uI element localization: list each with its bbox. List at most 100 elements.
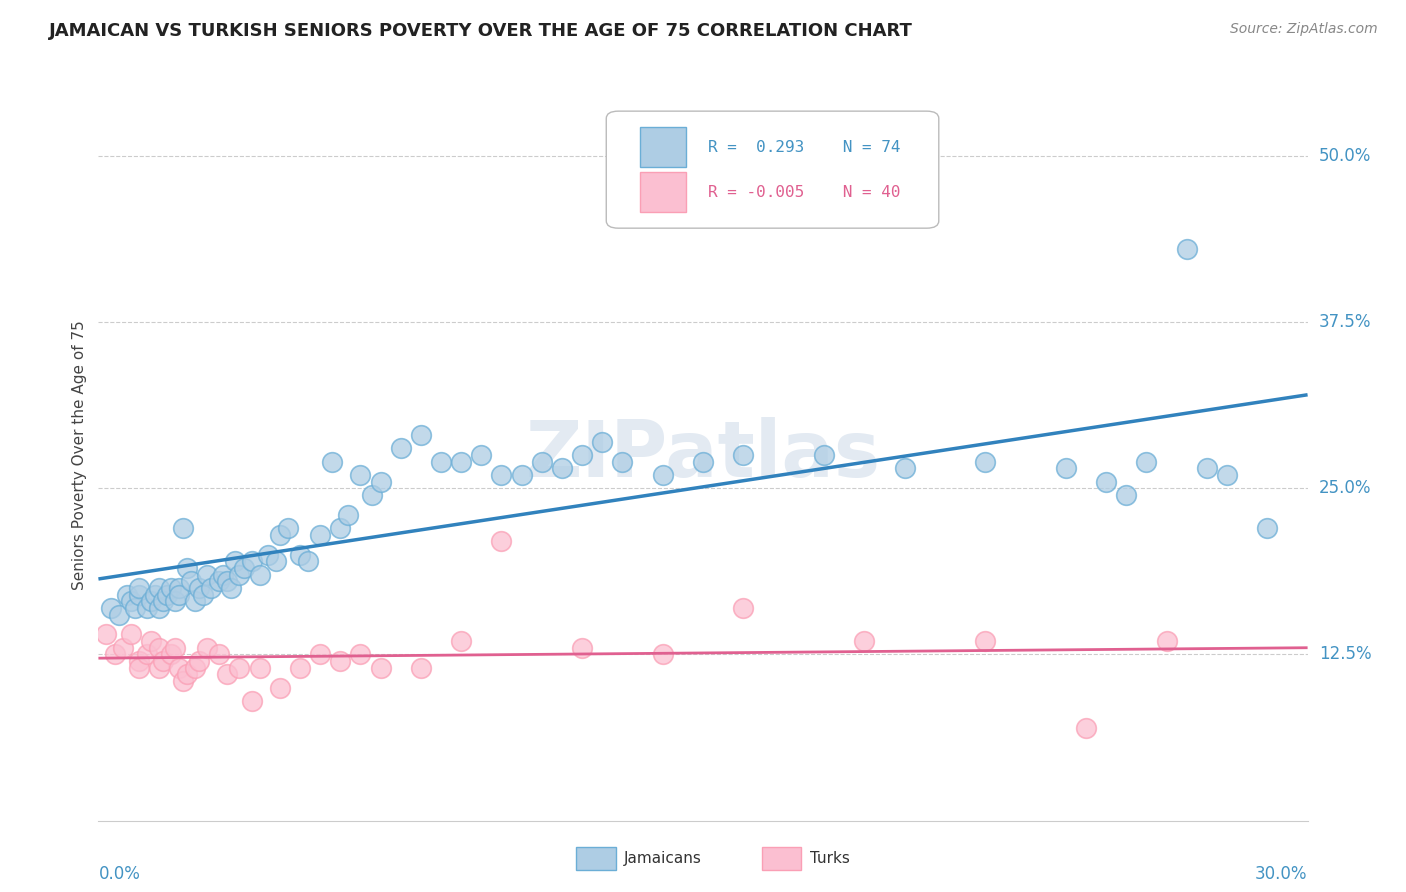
Point <box>100 600 122 615</box>
Point <box>309 527 332 541</box>
Point <box>297 554 319 568</box>
Point <box>1054 461 1077 475</box>
Point <box>217 574 239 589</box>
Point <box>148 581 170 595</box>
Point <box>974 454 997 468</box>
Point <box>115 588 138 602</box>
Point <box>853 634 876 648</box>
Point <box>450 454 472 468</box>
Point <box>249 567 271 582</box>
Point <box>135 648 157 662</box>
Point <box>228 661 250 675</box>
Point <box>96 627 118 641</box>
Point <box>450 634 472 648</box>
Text: 25.0%: 25.0% <box>1319 479 1371 497</box>
Point <box>571 640 593 655</box>
Point <box>128 588 150 602</box>
Point <box>893 461 915 475</box>
Point <box>176 561 198 575</box>
Point <box>128 581 150 595</box>
Point <box>409 428 432 442</box>
Point <box>228 567 250 582</box>
Point <box>530 454 553 468</box>
Text: R =  0.293    N = 74: R = 0.293 N = 74 <box>707 140 900 154</box>
Point <box>510 467 533 482</box>
Point <box>224 554 246 568</box>
Point <box>152 594 174 608</box>
Point <box>409 661 432 675</box>
Text: 37.5%: 37.5% <box>1319 313 1371 331</box>
Point <box>1256 521 1278 535</box>
Point <box>277 521 299 535</box>
Point <box>1156 634 1178 648</box>
Point <box>156 588 179 602</box>
Point <box>188 654 211 668</box>
Text: 50.0%: 50.0% <box>1319 146 1371 165</box>
Point <box>974 634 997 648</box>
Point <box>470 448 492 462</box>
Point <box>571 448 593 462</box>
Point <box>491 467 513 482</box>
Point <box>160 581 183 595</box>
Point <box>208 574 231 589</box>
Point <box>370 661 392 675</box>
Point <box>430 454 453 468</box>
Point <box>612 454 634 468</box>
Point <box>217 667 239 681</box>
Point <box>551 461 574 475</box>
Point <box>167 661 190 675</box>
Text: 30.0%: 30.0% <box>1256 864 1308 882</box>
Point <box>148 661 170 675</box>
Point <box>148 600 170 615</box>
Point <box>1175 242 1198 256</box>
Text: Turks: Turks <box>810 852 849 866</box>
Point <box>370 475 392 489</box>
Point <box>152 654 174 668</box>
Point <box>176 667 198 681</box>
Point <box>148 640 170 655</box>
Point <box>240 694 263 708</box>
Point <box>1195 461 1218 475</box>
Point <box>1135 454 1157 468</box>
Point <box>591 434 613 449</box>
Point <box>139 634 162 648</box>
Point <box>256 548 278 562</box>
Text: JAMAICAN VS TURKISH SENIORS POVERTY OVER THE AGE OF 75 CORRELATION CHART: JAMAICAN VS TURKISH SENIORS POVERTY OVER… <box>49 22 912 40</box>
Point <box>1216 467 1239 482</box>
FancyBboxPatch shape <box>640 127 686 167</box>
Point <box>692 454 714 468</box>
Point <box>193 588 215 602</box>
Point <box>208 648 231 662</box>
Point <box>1115 488 1137 502</box>
Point <box>349 467 371 482</box>
Point <box>163 640 186 655</box>
Point <box>128 654 150 668</box>
Point <box>172 673 194 688</box>
Point <box>139 594 162 608</box>
Point <box>288 548 311 562</box>
Text: 12.5%: 12.5% <box>1319 646 1371 664</box>
Point <box>135 600 157 615</box>
Point <box>167 581 190 595</box>
Point <box>349 648 371 662</box>
Point <box>813 448 835 462</box>
Y-axis label: Seniors Poverty Over the Age of 75: Seniors Poverty Over the Age of 75 <box>72 320 87 590</box>
Point <box>269 681 291 695</box>
Text: R = -0.005    N = 40: R = -0.005 N = 40 <box>707 185 900 200</box>
Point <box>491 534 513 549</box>
Point <box>111 640 134 655</box>
Point <box>163 594 186 608</box>
Text: Jamaicans: Jamaicans <box>624 852 702 866</box>
Point <box>124 600 146 615</box>
Point <box>651 467 673 482</box>
Point <box>249 661 271 675</box>
Point <box>288 661 311 675</box>
Point <box>361 488 384 502</box>
Point <box>107 607 129 622</box>
FancyBboxPatch shape <box>606 112 939 228</box>
Text: 0.0%: 0.0% <box>98 864 141 882</box>
Point <box>232 561 254 575</box>
Point <box>329 521 352 535</box>
Point <box>103 648 125 662</box>
Point <box>651 648 673 662</box>
